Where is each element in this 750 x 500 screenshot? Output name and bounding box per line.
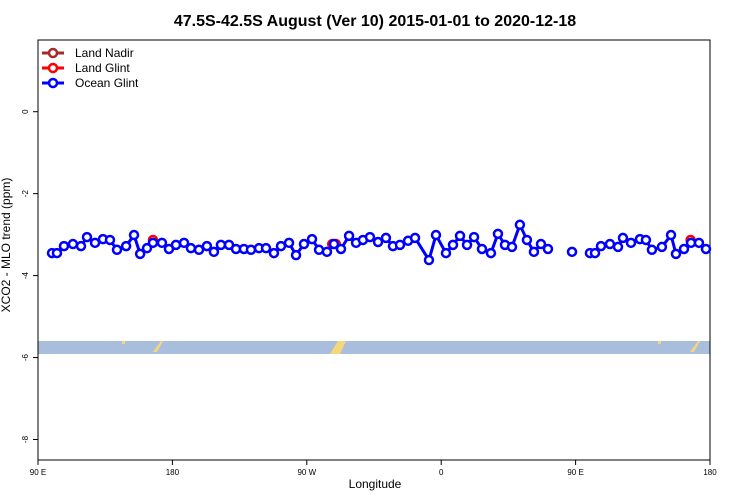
- data-point: [111, 244, 123, 256]
- data-point: [617, 232, 629, 244]
- data-point: [335, 243, 347, 255]
- data-point: [75, 240, 87, 252]
- x-axis-label: Longitude: [349, 477, 402, 491]
- data-point: [514, 219, 526, 231]
- data-point: [120, 240, 132, 252]
- data-point: [128, 229, 140, 241]
- data-point: [380, 232, 392, 244]
- data-point: [81, 231, 93, 243]
- data-point: [178, 237, 190, 249]
- data-point: [275, 240, 287, 252]
- data-point: [485, 247, 497, 259]
- data-point: [700, 243, 712, 255]
- legend-marker: [47, 77, 59, 89]
- x-tick-label: 90 W: [297, 468, 316, 477]
- data-point: [454, 230, 466, 242]
- data-point: [521, 234, 533, 246]
- data-point: [343, 230, 355, 242]
- data-point: [208, 246, 220, 258]
- data-point: [595, 240, 607, 252]
- legend-label: Land Glint: [75, 61, 130, 75]
- data-point: [51, 247, 63, 259]
- x-tick-label: 180: [703, 468, 717, 477]
- y-axis-label: XCO2 - MLO trend (ppm): [0, 178, 13, 313]
- data-point: [170, 239, 182, 251]
- data-point: [290, 249, 302, 261]
- data-point: [447, 239, 459, 251]
- data-point: [260, 242, 272, 254]
- data-point: [625, 237, 637, 249]
- data-point: [321, 246, 333, 258]
- x-tick-label: 90 E: [30, 468, 46, 477]
- y-tick-label: -2: [21, 190, 30, 198]
- data-point: [670, 248, 682, 260]
- data-point: [67, 238, 79, 250]
- data-point: [201, 240, 213, 252]
- legend-marker: [47, 62, 59, 74]
- data-point: [612, 241, 624, 253]
- data-point: [268, 247, 280, 259]
- data-point: [156, 237, 168, 249]
- y-tick-label: -4: [21, 272, 30, 280]
- data-point: [328, 238, 340, 250]
- data-point: [372, 236, 384, 248]
- data-point: [468, 231, 480, 243]
- surface-strip: [38, 341, 710, 354]
- data-point: [440, 247, 452, 259]
- data-point: [185, 242, 197, 254]
- y-tick-label: -8: [21, 435, 30, 443]
- data-point: [646, 244, 658, 256]
- data-point: [656, 241, 668, 253]
- data-point: [535, 238, 547, 250]
- chart-title: 47.5S-42.5S August (Ver 10) 2015-01-01 t…: [174, 13, 576, 30]
- data-point: [506, 241, 518, 253]
- data-point: [104, 234, 116, 246]
- data-point: [528, 246, 540, 258]
- data-point: [58, 240, 70, 252]
- y-tick-label: 0: [21, 109, 30, 114]
- legend-label: Land Nadir: [75, 46, 134, 60]
- data-point: [147, 237, 159, 249]
- legend-marker: [47, 47, 59, 59]
- data-point: [423, 254, 435, 266]
- data-point: [245, 244, 257, 256]
- data-point: [589, 247, 601, 259]
- data-point: [394, 239, 406, 251]
- data-point: [193, 244, 205, 256]
- y-tick-label: -6: [21, 353, 30, 361]
- x-tick-label: 180: [166, 468, 180, 477]
- data-point: [430, 229, 442, 241]
- data-point: [665, 229, 677, 241]
- data-point: [542, 243, 554, 255]
- data-point: [215, 239, 227, 251]
- data-point: [306, 233, 318, 245]
- data-point: [566, 246, 578, 258]
- data-point: [134, 248, 146, 260]
- data-point: [476, 243, 488, 255]
- data-point: [364, 231, 376, 243]
- data-point: [678, 243, 690, 255]
- legend-label: Ocean Glint: [75, 76, 139, 90]
- data-point: [693, 237, 705, 249]
- x-tick-label: 90 E: [567, 468, 583, 477]
- x-tick-label: 0: [439, 468, 444, 477]
- data-point: [283, 237, 295, 249]
- data-point: [604, 238, 616, 250]
- data-point: [298, 238, 310, 250]
- data-point: [640, 234, 652, 246]
- data-point: [461, 239, 473, 251]
- data-point: [409, 232, 421, 244]
- data-point: [492, 228, 504, 240]
- data-point: [89, 237, 101, 249]
